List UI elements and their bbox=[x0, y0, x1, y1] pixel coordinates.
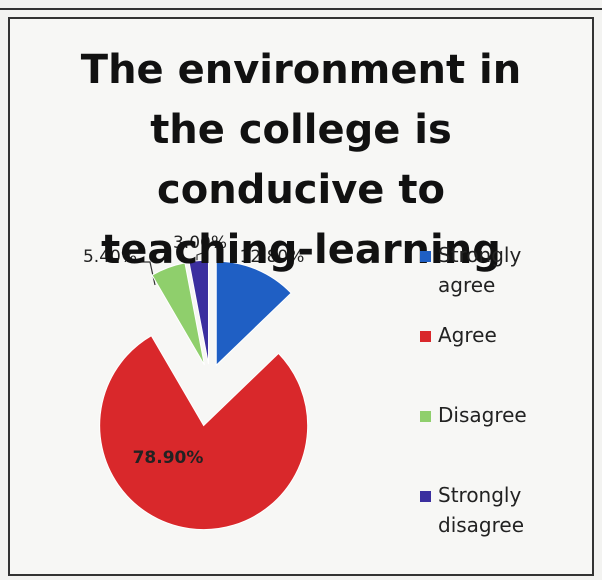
pie-slice bbox=[215, 260, 292, 367]
legend-swatch bbox=[420, 491, 431, 502]
pie-slice bbox=[151, 262, 205, 366]
legend-label: Disagree bbox=[438, 403, 527, 427]
data-label: 12.80% bbox=[240, 247, 305, 267]
legend-label: Agree bbox=[438, 323, 497, 347]
legend-item: Strongly agree bbox=[420, 240, 578, 320]
frame bbox=[8, 17, 594, 576]
legend-swatch bbox=[420, 411, 431, 422]
legend-label: Strongly agree bbox=[438, 243, 522, 297]
legend-item: Disagree bbox=[420, 400, 578, 480]
data-label: 5.40% bbox=[83, 247, 137, 267]
pie-slice bbox=[99, 335, 309, 531]
chart-title: The environment in the college is conduc… bbox=[80, 47, 522, 273]
legend-item: Agree bbox=[420, 320, 578, 400]
data-label: 3.00% bbox=[173, 233, 227, 253]
legend-swatch bbox=[420, 331, 431, 342]
legend-label: Strongly disagree bbox=[438, 483, 525, 537]
data-label: 78.90% bbox=[133, 448, 204, 468]
legend-swatch bbox=[420, 251, 431, 262]
legend-item: Strongly disagree bbox=[420, 480, 578, 560]
legend: Strongly agree Agree Disagree Strongly disa… bbox=[420, 240, 595, 560]
pie-slice bbox=[188, 259, 209, 365]
